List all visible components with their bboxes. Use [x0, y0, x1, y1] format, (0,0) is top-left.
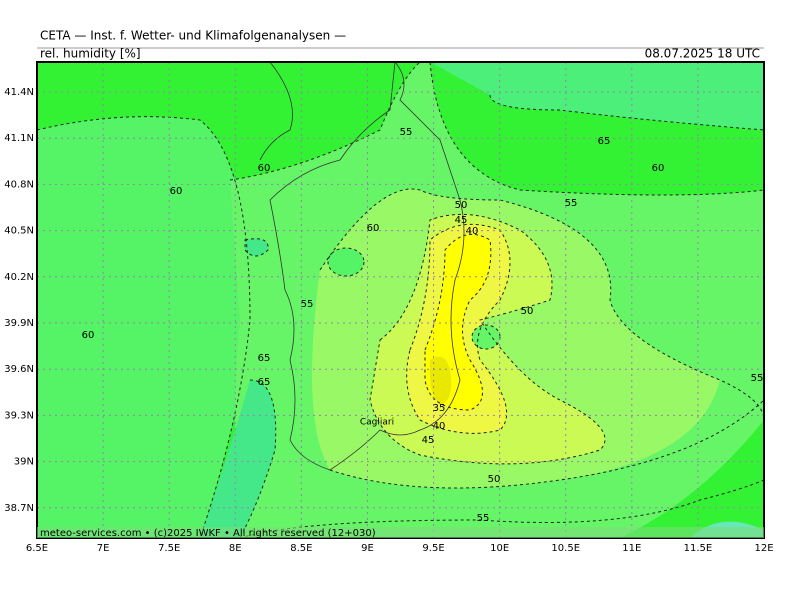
contour-label: 60: [258, 163, 271, 174]
contour-label: 65: [258, 377, 271, 388]
y-axis-label: 41.4N: [4, 87, 34, 98]
footer-band: [37, 527, 764, 538]
contour-label: 60: [367, 223, 380, 234]
x-axis-label: 10.5E: [551, 543, 580, 554]
contour-label: 50: [455, 200, 468, 211]
y-axis-label: 39.6N: [4, 364, 34, 375]
y-axis-label: 40.2N: [4, 272, 34, 283]
contour-label: 60: [82, 330, 95, 341]
valid-time: 08.07.2025 18 UTC: [645, 47, 760, 61]
contour-label: 35: [433, 403, 446, 414]
x-axis-label: 7E: [97, 543, 110, 554]
contour-label: 55: [751, 373, 764, 384]
contour-label: 55: [301, 299, 314, 310]
y-axis-label: 40.8N: [4, 179, 34, 190]
contour-label: 50: [521, 306, 534, 317]
contour-label: 60: [652, 163, 665, 174]
x-axis-label: 11E: [622, 543, 641, 554]
contour-label: 45: [455, 215, 468, 226]
x-axis-label: 8.5E: [290, 543, 312, 554]
coastline: [259, 62, 465, 471]
humidity-field: [37, 62, 764, 538]
variable-label: rel. humidity [%]: [40, 47, 141, 61]
contour-label: 40: [466, 226, 479, 237]
x-axis-label: 9.5E: [422, 543, 444, 554]
grid: [37, 62, 764, 538]
place-label: Cagliari: [360, 418, 394, 428]
contour-label: 45: [422, 435, 435, 446]
x-axis-label: 9E: [361, 543, 374, 554]
x-axis-label: 10E: [490, 543, 509, 554]
contour-label: 65: [258, 353, 271, 364]
contour-label: 65: [598, 136, 611, 147]
contour-label: 55: [565, 198, 578, 209]
y-axis-label: 39.9N: [4, 318, 34, 329]
x-axis-label: 12E: [754, 543, 773, 554]
x-axis-label: 8E: [229, 543, 242, 554]
y-axis-label: 40.5N: [4, 226, 34, 237]
y-axis-label: 41.1N: [4, 133, 34, 144]
contour-label: 60: [170, 186, 183, 197]
footer-credit: meteo-services.com • (c)2025 IWKF • All …: [40, 528, 376, 539]
y-axis-label: 39.3N: [4, 410, 34, 421]
x-axis-label: 11.5E: [684, 543, 713, 554]
x-axis-label: 7.5E: [158, 543, 180, 554]
contour-label: 55: [477, 513, 490, 524]
contour-label: 50: [488, 474, 501, 485]
y-axis-label: 39N: [14, 457, 34, 468]
header-title: CETA — Inst. f. Wetter- und Klimafolgena…: [40, 29, 346, 43]
contour-label: 55: [400, 127, 413, 138]
x-axis-label: 6.5E: [26, 543, 48, 554]
contour-label: 40: [433, 421, 446, 432]
y-axis-label: 38.7N: [4, 503, 34, 514]
